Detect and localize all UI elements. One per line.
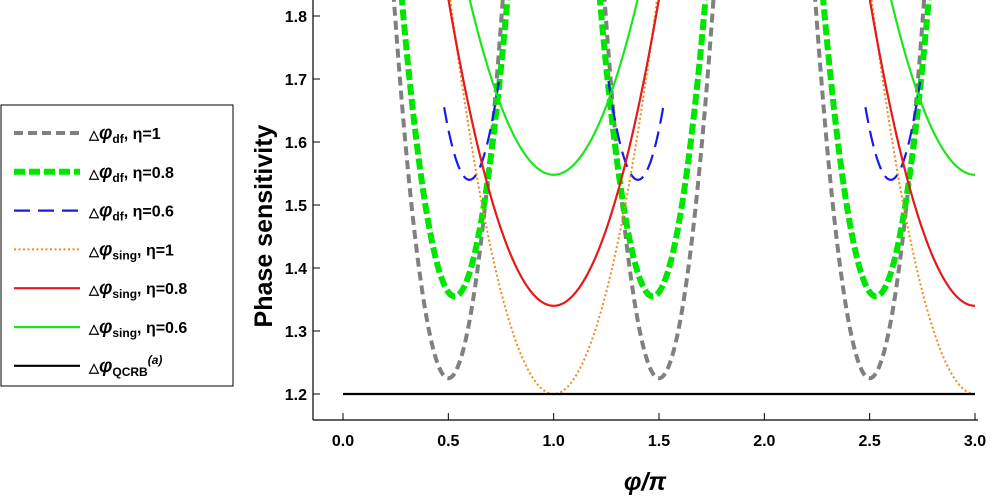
y-tick-label: 1.2 xyxy=(285,387,307,404)
y-tick-label: 1.3 xyxy=(285,324,307,341)
x-tick-label: 0.0 xyxy=(332,433,354,450)
x-tick-label: 2.0 xyxy=(753,433,775,450)
series-sing-0_8-line xyxy=(447,0,976,307)
legend-label: △φsing, η=0.6 xyxy=(88,317,187,340)
series-sing-0_6-line xyxy=(468,0,976,176)
legend-label: △φsing, η=0.8 xyxy=(88,278,187,301)
series-df-0_6-line xyxy=(443,80,922,181)
y-tick-label: 1.5 xyxy=(285,198,307,215)
legend-label: △φdf, η=0.6 xyxy=(88,201,174,224)
legend-label: △φsing, η=1 xyxy=(88,239,174,262)
x-tick-label: 1.5 xyxy=(648,433,670,450)
x-ticks: 0.0 0.5 1.0 1.5 2.0 2.5 3.0 xyxy=(332,413,986,450)
x-tick-label: 2.5 xyxy=(859,433,881,450)
series-sing-1-line xyxy=(449,0,976,395)
y-tick-label: 1.4 xyxy=(285,261,307,278)
axes xyxy=(312,0,978,421)
y-tick-label: 1.6 xyxy=(285,135,307,152)
legend: △φdf, η=1 △φdf, η=0.8 △φdf, η=0.6 △φsing, η… xyxy=(0,104,234,387)
legend-label: △φdf, η=1 xyxy=(88,123,161,146)
y-axis-title: Phase sensitivity xyxy=(250,124,278,327)
x-tick-label: 3.0 xyxy=(964,433,986,450)
y-tick-label: 1.7 xyxy=(285,72,307,89)
series-df-0_8-line xyxy=(398,0,932,300)
legend-box xyxy=(0,104,234,387)
x-tick-label: 0.5 xyxy=(437,433,459,450)
y-ticks: 1.2 1.3 1.4 1.5 1.6 1.7 1.8 xyxy=(285,9,320,404)
y-tick-label: 1.8 xyxy=(285,9,307,26)
x-axis-title: φ/π xyxy=(624,468,668,496)
legend-label: △φQCRB(a) xyxy=(88,353,162,379)
legend-label: △φdf, η=0.8 xyxy=(88,162,174,185)
x-tick-label: 1.0 xyxy=(543,433,565,450)
plot-curves xyxy=(343,0,976,396)
